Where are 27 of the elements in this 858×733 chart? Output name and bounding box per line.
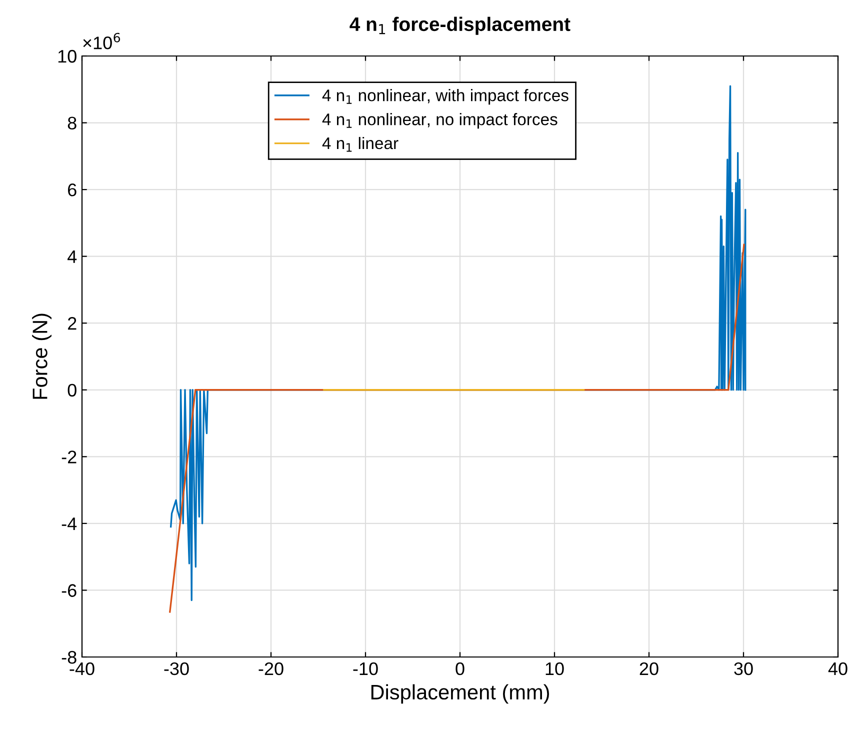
y-axis-title: Force (N) [32, 314, 52, 399]
legend-label: 4 n$_{1}$ linear [322, 136, 398, 152]
y-tick-label: 4 [68, 250, 77, 263]
x-tick-label: 20 [640, 662, 658, 676]
y-tick-label: 6 [68, 183, 76, 196]
x-axis-title: Displacement (mm) [371, 684, 550, 704]
chart-title: 4 n$_{1}$ force-displacement [350, 16, 570, 35]
y-tick-label: -8 [62, 650, 76, 664]
y-tick-label: -4 [62, 518, 77, 530]
text: ×10$^{6}$ [83, 32, 120, 50]
x-tick-label: 10 [546, 662, 564, 676]
y-tick-label: 2 [68, 317, 76, 330]
x-tick-label: -20 [258, 662, 284, 676]
legend-label: 4 n$_{1}$ nonlinear, with impact forces [322, 89, 568, 105]
x-tick-label: -40 [70, 662, 94, 676]
y-tick-label: 10 [58, 50, 76, 63]
x-tick-label: 40 [828, 662, 848, 676]
x-tick-label: 0 [456, 662, 464, 676]
y-tick-label: -2 [62, 450, 76, 464]
x-tick-label: -30 [164, 662, 189, 676]
y-tick-label: -6 [62, 584, 76, 597]
y-tick-label: 0 [68, 384, 76, 397]
y-tick-label: 8 [68, 116, 76, 130]
x-tick-label: -10 [353, 662, 378, 676]
line-series [170, 85, 746, 602]
legend-label: 4 n$_{1}$ nonlinear, no impact forces [322, 113, 558, 129]
x-tick-label: 30 [734, 662, 753, 676]
